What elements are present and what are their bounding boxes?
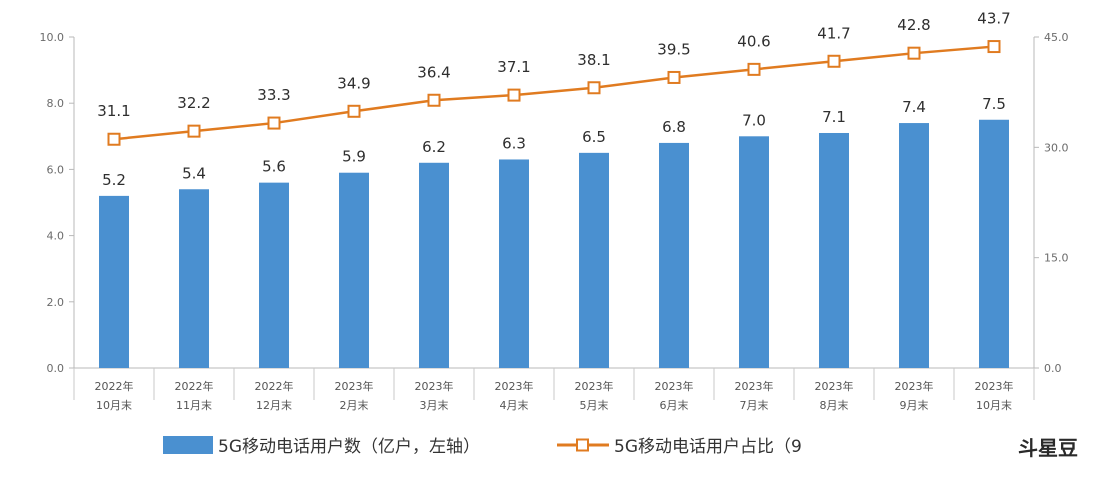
x-tick-label-year: 2022年 (255, 379, 294, 393)
line-data-label: 32.2 (177, 94, 210, 112)
x-tick-label-year: 2023年 (335, 379, 374, 393)
x-tick-label-year: 2023年 (815, 379, 854, 393)
line-point (827, 54, 841, 68)
x-tick-label-year: 2022年 (95, 379, 134, 393)
legend: 5G移动电话用户数（亿户，左轴） 5G移动电话用户占比（9 (163, 436, 802, 457)
line-point (907, 46, 921, 60)
bar-data-label: 7.5 (982, 95, 1006, 113)
bar-data-label: 5.2 (102, 171, 126, 189)
y-axis-left-tick-label: 2.0 (47, 296, 65, 309)
bar (899, 123, 929, 368)
bar-data-label: 7.0 (742, 111, 766, 129)
axes: 0.0 2.0 4.0 6.0 8.0 10.0 0.0 15.0 30.0 45.0 (40, 31, 1069, 400)
line-point (987, 40, 1001, 54)
bar (819, 132, 849, 368)
y-axis-right-tick-label: 45.0 (1044, 31, 1069, 44)
line-data-label: 41.7 (817, 24, 850, 42)
bar (659, 142, 689, 368)
x-tick-label-month: 10月末 (96, 398, 132, 412)
x-axis-labels: 2022年 10月末 2022年 11月末 2022年 12月末 2023年 2月末 2023年… (95, 379, 1014, 412)
x-tick-label-month: 11月末 (176, 398, 212, 412)
legend-line-marker (576, 438, 589, 452)
line-point (667, 70, 681, 84)
line-data-label: 40.6 (737, 32, 770, 50)
x-tick-label-month: 8月末 (820, 398, 849, 412)
bar-data-label: 5.4 (182, 164, 206, 182)
line-data-label: 38.1 (577, 51, 610, 69)
y-axis-left-tick-label: 8.0 (47, 97, 65, 110)
line-data-label: 34.9 (337, 74, 370, 92)
legend-line-label: 5G移动电话用户占比（9 (614, 437, 802, 457)
bar (419, 162, 449, 368)
y-axis-left-tick-label: 10.0 (40, 31, 65, 44)
x-tick-label-month: 3月末 (420, 398, 449, 412)
x-tick-label-month: 9月末 (900, 398, 929, 412)
x-tick-label-year: 2023年 (975, 379, 1014, 393)
bar-data-label: 7.4 (902, 98, 926, 116)
line-point (587, 81, 601, 95)
watermark: 斗星豆 (1018, 436, 1078, 460)
line-data-label: 42.8 (897, 16, 930, 34)
x-tick-label-month: 6月末 (660, 398, 689, 412)
bar (339, 172, 369, 368)
bar (739, 136, 769, 368)
y-axis-right-tick-label: 0.0 (1044, 362, 1062, 375)
bar-data-label: 7.1 (822, 108, 846, 126)
bar-data-label: 6.3 (502, 134, 526, 152)
watermark-mask (846, 432, 1014, 460)
bar (579, 152, 609, 368)
x-tick-label-month: 4月末 (500, 398, 529, 412)
x-tick-label-month: 5月末 (580, 398, 609, 412)
line-data-label: 31.1 (97, 102, 130, 120)
line-data-label: 39.5 (657, 40, 690, 58)
bar-data-label: 6.2 (422, 138, 446, 156)
x-tick-label-year: 2023年 (415, 379, 454, 393)
y-axis-left-tick-label: 4.0 (47, 230, 65, 243)
x-tick-label-year: 2023年 (655, 379, 694, 393)
line-point (107, 132, 121, 146)
line-point (747, 62, 761, 76)
x-tick-label-year: 2023年 (575, 379, 614, 393)
line-point (267, 116, 281, 130)
x-tick-label-year: 2023年 (895, 379, 934, 393)
legend-bar-swatch (163, 436, 213, 454)
x-tick-label-month: 2月末 (340, 398, 369, 412)
line-path (113, 45, 995, 141)
x-tick-label-month: 10月末 (976, 398, 1012, 412)
legend-bar-label: 5G移动电话用户数（亿户，左轴） (218, 437, 480, 457)
x-tick-label-month: 12月末 (256, 398, 292, 412)
data-labels: 5.2 5.4 5.6 5.9 6.2 6.3 6.5 6.8 7.0 7.1 7.4 7.5 31.1… (97, 10, 1010, 189)
bar (499, 159, 529, 368)
line-point (507, 88, 521, 102)
line-point (427, 93, 441, 107)
bar-data-label: 6.8 (662, 118, 686, 136)
y-axis-left-tick-label: 6.0 (47, 163, 65, 176)
y-axis-right-tick-label: 15.0 (1044, 252, 1069, 265)
bar (99, 195, 129, 368)
line-point (347, 104, 361, 118)
bar-data-label: 5.6 (262, 158, 286, 176)
line-point (187, 124, 201, 138)
bar (179, 189, 209, 368)
bar-data-label: 6.5 (582, 128, 606, 146)
line-data-label: 36.4 (417, 63, 450, 81)
bar (979, 119, 1009, 368)
line-data-label: 37.1 (497, 58, 530, 76)
bar (259, 182, 289, 368)
line-series (107, 40, 1001, 146)
line-data-label: 43.7 (977, 10, 1010, 28)
line-data-label: 33.3 (257, 86, 290, 104)
y-axis-right-tick-label: 30.0 (1044, 141, 1069, 154)
x-tick-label-month: 7月末 (740, 398, 769, 412)
x-tick-label-year: 2023年 (495, 379, 534, 393)
x-tick-label-year: 2023年 (735, 379, 774, 393)
x-tick-label-year: 2022年 (175, 379, 214, 393)
y-axis-left-tick-label: 0.0 (47, 362, 65, 375)
bar-data-label: 5.9 (342, 148, 366, 166)
bar-series (99, 119, 1009, 368)
